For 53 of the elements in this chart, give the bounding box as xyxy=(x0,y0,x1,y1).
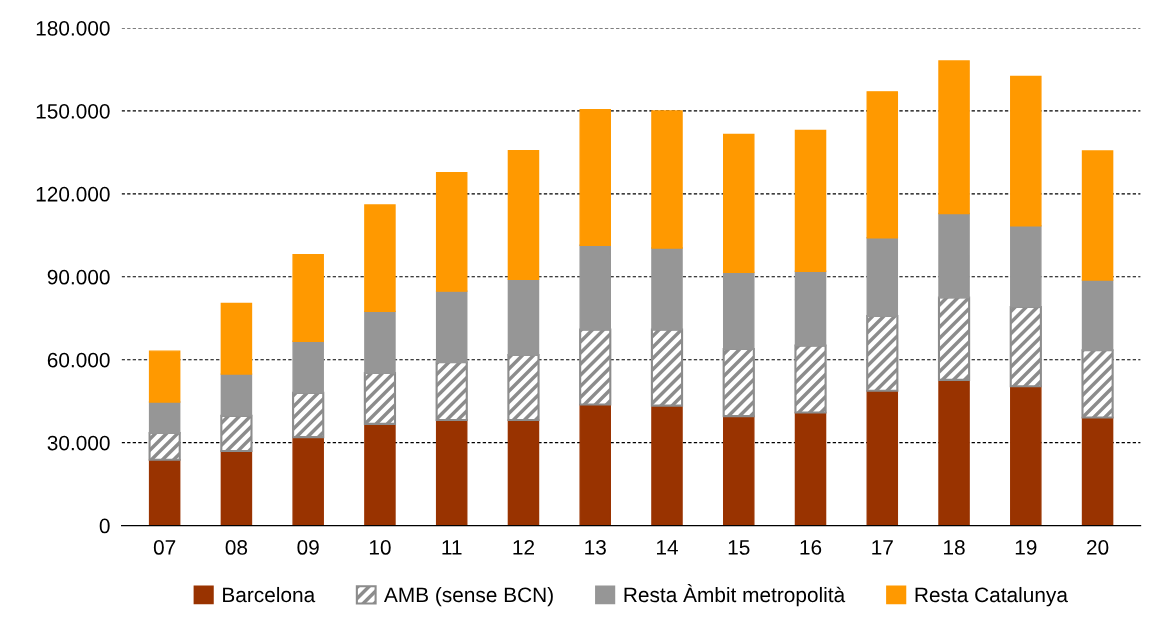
bar xyxy=(579,403,611,526)
y-tick-label: 180.000 xyxy=(36,20,110,36)
legend-label: Barcelona xyxy=(223,586,316,603)
x-tick-label: 17 xyxy=(872,540,893,555)
bar xyxy=(292,253,324,342)
x-tick-label: 14 xyxy=(656,540,678,555)
x-tick-label: 08 xyxy=(225,540,248,555)
x-tick-label: 18 xyxy=(944,540,965,555)
x-tick-label: 19 xyxy=(1015,540,1037,555)
y-tick-label: 120.000 xyxy=(36,186,110,202)
legend-label: AMB (sense BCN) xyxy=(383,586,553,607)
x-tick-label: 10 xyxy=(369,540,391,555)
bar xyxy=(1010,385,1042,526)
bar xyxy=(938,60,970,215)
y-tick-label: 0 xyxy=(99,518,110,534)
bar xyxy=(507,419,540,526)
bar xyxy=(435,171,468,292)
y-tick-label: 60.000 xyxy=(47,352,110,368)
bar xyxy=(292,436,324,526)
bar xyxy=(651,404,683,526)
x-tick-label: 12 xyxy=(513,540,535,555)
bar xyxy=(1010,75,1042,227)
bar xyxy=(148,350,181,403)
legend-label: Resta Àmbit metropolità xyxy=(624,583,846,607)
bar xyxy=(435,419,468,526)
legend-label: Resta Catalunya xyxy=(915,586,1068,607)
bar xyxy=(364,423,396,526)
bar xyxy=(1081,416,1114,526)
bar xyxy=(220,302,253,375)
bar xyxy=(722,133,755,274)
x-tick-label: 13 xyxy=(585,540,606,555)
y-tick-label: 90.000 xyxy=(47,269,110,285)
bar xyxy=(148,459,181,526)
bar xyxy=(866,389,899,526)
x-tick-label: 11 xyxy=(442,540,462,555)
bar xyxy=(794,129,827,272)
bar xyxy=(220,450,253,526)
y-tick-label: 30.000 xyxy=(47,435,110,451)
y-tick-label: 150.000 xyxy=(36,103,110,119)
bar xyxy=(938,379,970,526)
x-tick-label: 09 xyxy=(297,540,319,555)
bar xyxy=(794,411,827,526)
bar xyxy=(651,110,683,249)
bar xyxy=(866,91,899,239)
bar xyxy=(1081,150,1114,281)
x-tick-label: 16 xyxy=(800,540,822,555)
bar xyxy=(579,109,611,246)
bar xyxy=(507,150,540,280)
x-tick-label: 15 xyxy=(728,540,750,555)
x-tick-label: 20 xyxy=(1087,540,1109,555)
bar xyxy=(364,204,396,313)
x-tick-label: 07 xyxy=(153,540,176,555)
bar xyxy=(722,415,755,526)
